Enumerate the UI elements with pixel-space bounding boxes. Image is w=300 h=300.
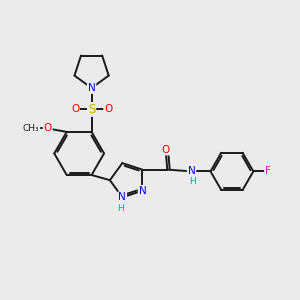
Text: CH₃: CH₃ <box>23 124 39 133</box>
Text: O: O <box>104 104 112 114</box>
Text: H: H <box>117 204 124 213</box>
Text: O: O <box>44 124 52 134</box>
Text: N: N <box>139 186 146 196</box>
Text: F: F <box>265 167 271 176</box>
Text: H: H <box>189 177 196 186</box>
Text: N: N <box>188 167 195 176</box>
Text: O: O <box>71 104 79 114</box>
Text: S: S <box>88 103 95 116</box>
Text: N: N <box>118 192 126 202</box>
Text: O: O <box>161 145 170 154</box>
Text: N: N <box>88 83 95 93</box>
